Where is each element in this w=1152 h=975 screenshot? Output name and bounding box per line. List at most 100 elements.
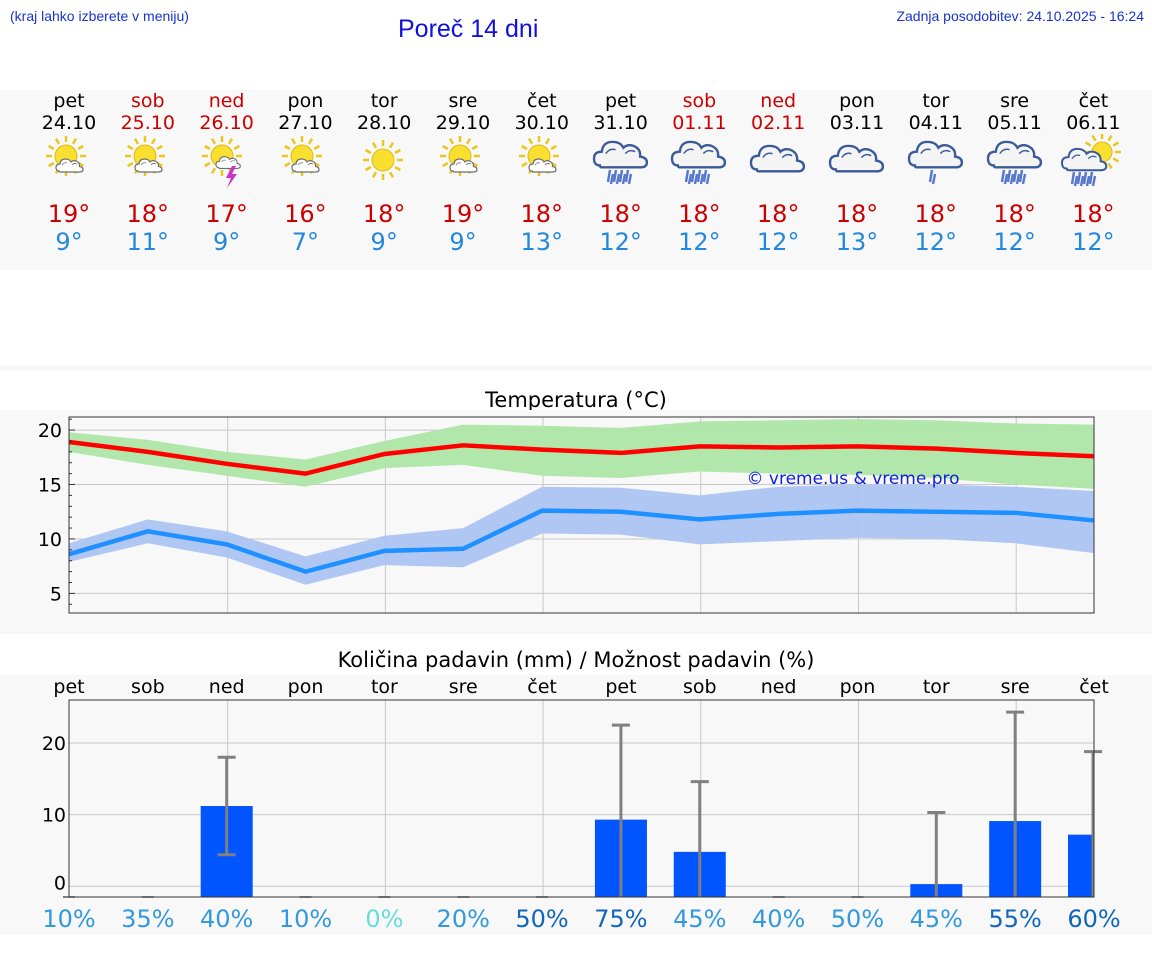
sun-cloud-icon xyxy=(30,134,108,192)
precipitation-day-label: tor xyxy=(371,676,398,698)
precipitation-day-label: ned xyxy=(761,676,797,698)
max-temperature: 18° xyxy=(914,200,958,228)
day-column: pon 03.11 18° 13° xyxy=(818,90,896,256)
precipitation-probability-label: 45% xyxy=(673,905,726,933)
max-temperature: 18° xyxy=(756,200,800,228)
day-date: 05.11 xyxy=(987,112,1042,134)
precipitation-chart-title: Količina padavin (mm) / Možnost padavin … xyxy=(337,648,815,672)
min-temperature: 9° xyxy=(212,228,241,256)
precipitation-day-label: čet xyxy=(1079,676,1109,698)
temperature-plot-frame xyxy=(68,416,1095,614)
precipitation-probability-label: 50% xyxy=(831,905,884,933)
day-name: tor xyxy=(922,90,950,112)
precipitation-probability-label: 10% xyxy=(279,905,332,933)
precipitation-day-label: sob xyxy=(683,676,717,698)
precipitation-day-label: ned xyxy=(209,676,245,698)
precipitation-day-label: pet xyxy=(605,676,636,698)
precipitation-probability-label: 75% xyxy=(594,905,647,933)
precipitation-day-label: čet xyxy=(527,676,557,698)
cloud-rain-icon xyxy=(976,134,1054,192)
day-column: tor 28.10 18° 9° xyxy=(345,90,423,256)
precipitation-day-label: pon xyxy=(288,676,324,698)
separator-band xyxy=(0,365,1152,371)
location-menu-hint: (kraj lahko izberete v meniju) xyxy=(10,8,189,24)
temperature-y-tick-label: 5 xyxy=(50,583,62,605)
day-name: sre xyxy=(1000,90,1030,112)
max-temperature: 16° xyxy=(284,200,327,228)
day-date: 29.10 xyxy=(435,112,491,134)
min-temperature: 9° xyxy=(449,228,477,256)
precipitation-day-label: sre xyxy=(449,676,478,698)
day-name: pet xyxy=(53,90,85,112)
max-temperature: 18° xyxy=(126,200,170,228)
day-date: 28.10 xyxy=(356,112,412,134)
day-column: sob 01.11 18° 12° xyxy=(660,90,738,256)
max-temperature: 18° xyxy=(599,200,642,228)
min-temperature: 12° xyxy=(914,228,958,256)
min-temperature: 12° xyxy=(1072,228,1115,256)
min-temperature: 13° xyxy=(835,228,879,256)
day-column: sre 29.10 19° 9° xyxy=(424,90,502,256)
min-temperature: 13° xyxy=(520,228,564,256)
max-temperature: 18° xyxy=(362,200,406,228)
day-column: čet 06.11 18° 12° xyxy=(1054,90,1132,256)
sun-cloud-rain-icon xyxy=(1054,134,1132,192)
precipitation-probability-label: 45% xyxy=(910,905,963,933)
day-name: sob xyxy=(131,90,165,112)
day-date: 24.10 xyxy=(41,112,97,134)
max-temperature: 18° xyxy=(520,200,564,228)
precipitation-plot-frame xyxy=(68,699,1095,898)
day-name: sre xyxy=(448,90,478,112)
day-date: 01.11 xyxy=(672,112,727,134)
precipitation-probability-label: 40% xyxy=(200,905,253,933)
temperature-y-tick-label: 20 xyxy=(38,420,62,442)
precipitation-day-label: sob xyxy=(131,676,165,698)
day-name: pon xyxy=(839,90,875,112)
day-date: 25.10 xyxy=(120,112,175,134)
max-temperature: 19° xyxy=(47,200,91,228)
day-column: sre 05.11 18° 12° xyxy=(976,90,1054,256)
precipitation-y-tick-label: 20 xyxy=(42,733,66,755)
day-column: sob 25.10 18° 11° xyxy=(109,90,187,256)
sun-thunder-icon xyxy=(188,134,266,192)
cloud-icon xyxy=(739,134,817,192)
day-name: tor xyxy=(370,90,398,112)
watermark-text: © vreme.us & vreme.pro xyxy=(746,469,959,489)
day-column: čet 30.10 18° 13° xyxy=(503,90,581,256)
day-name: čet xyxy=(1078,90,1109,112)
day-name: pet xyxy=(604,90,637,112)
cloud-light-rain-icon xyxy=(897,134,975,192)
min-temperature: 9° xyxy=(370,228,398,256)
precipitation-probability-label: 55% xyxy=(988,905,1041,933)
max-temperature: 17° xyxy=(205,200,248,228)
precipitation-day-label: tor xyxy=(923,676,950,698)
precipitation-probability-label: 40% xyxy=(752,905,805,933)
max-temperature: 19° xyxy=(441,200,485,228)
sun-icon xyxy=(345,134,423,192)
temperature-y-tick-label: 15 xyxy=(38,475,62,497)
day-name: pon xyxy=(287,90,324,112)
day-date: 02.11 xyxy=(750,112,806,134)
daily-forecast-strip: pet 24.10 19° 9° sob 25.10 18° 11° ned 26.10 17… xyxy=(0,90,1152,270)
precipitation-bar xyxy=(1068,834,1094,897)
day-date: 30.10 xyxy=(514,112,569,134)
page-title: Poreč 14 dni xyxy=(398,15,539,43)
max-temperature: 18° xyxy=(678,200,721,228)
cloud-icon xyxy=(818,134,896,192)
day-column: pon 27.10 16° 7° xyxy=(266,90,344,256)
min-temperature: 12° xyxy=(678,228,721,256)
min-temperature: 11° xyxy=(126,228,170,256)
sun-cloud-icon xyxy=(503,134,581,192)
max-temperature-line xyxy=(68,439,1095,476)
precipitation-probability-label: 20% xyxy=(437,905,490,933)
max-temperature: 18° xyxy=(1072,200,1115,228)
last-updated-text: Zadnja posodobitev: 24.10.2025 - 16:24 xyxy=(896,8,1144,24)
min-temperature: 9° xyxy=(55,228,83,256)
precipitation-probability-label: 60% xyxy=(1067,905,1120,933)
min-temperature: 12° xyxy=(756,228,800,256)
cloud-rain-icon xyxy=(660,134,738,192)
max-temperature: 18° xyxy=(835,200,879,228)
min-temperature: 7° xyxy=(291,228,320,256)
precipitation-y-tick-label: 0 xyxy=(54,872,66,894)
